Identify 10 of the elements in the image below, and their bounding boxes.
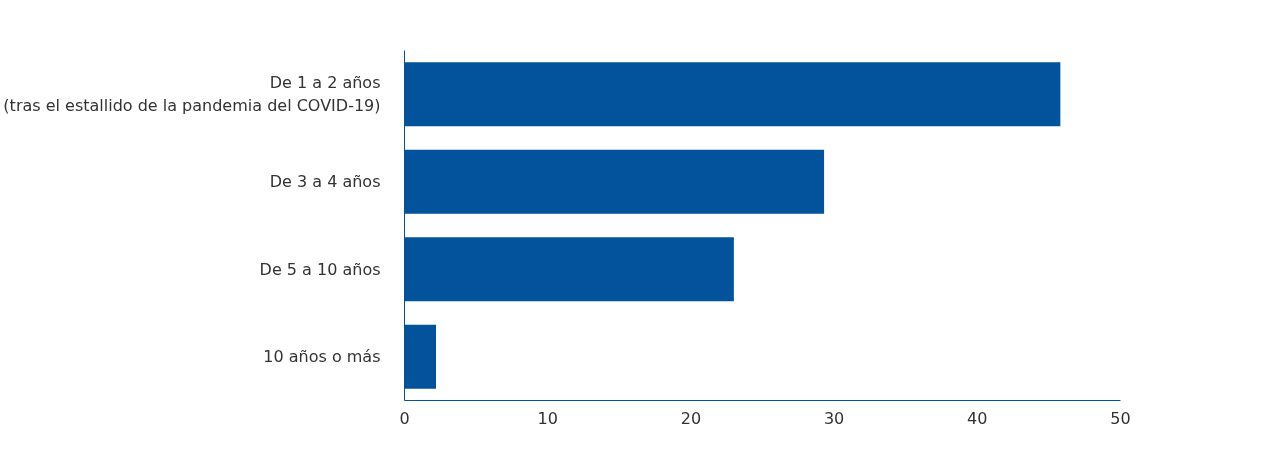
x-tick-label: 30: [823, 408, 845, 428]
y-tick-label: 10 años o más: [263, 347, 381, 367]
x-tick-label: 40: [967, 408, 988, 428]
x-tick-label: 10: [537, 408, 558, 428]
x-tick-label: 0: [399, 408, 410, 428]
y-tick-label: De 1 a 2 años (tras el estallido de la pandemia del COVID-19): [3, 73, 381, 116]
y-tick-label: De 5 a 10 años: [259, 259, 381, 279]
y-tick-label: De 3 a 4 años: [269, 172, 381, 192]
x-tick-label: 50: [1110, 408, 1131, 428]
x-tick-label: 20: [680, 408, 702, 428]
